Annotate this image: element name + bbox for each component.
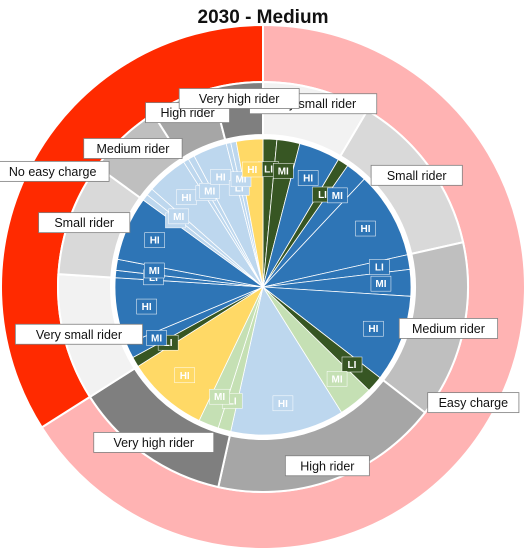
middle-ring-labels: Very small rider Small rider Medium rider H… [14, 88, 499, 477]
middle-slice-label-4-box [93, 432, 215, 453]
outer-slice-label-0-box [427, 392, 520, 414]
inner-slice-label-20: HI [150, 236, 160, 247]
inner-slice-label-16: MI [151, 333, 162, 344]
inner-slice-label-box-2 [297, 170, 319, 186]
inner-slice-label-27: LI [235, 183, 244, 194]
inner-slice-label-box-25 [199, 183, 220, 199]
inner-slice-label-11: HI [278, 399, 288, 410]
inner-slice-label-23: HI [181, 193, 191, 204]
middle-slice-label-9-box [178, 88, 300, 109]
inner-slice-label-6: LI [375, 263, 384, 274]
inner-slice-label-28: MI [235, 175, 246, 186]
inner-ring [114, 138, 412, 436]
inner-slice-label-4: MI [332, 191, 343, 202]
inner-slice-label-box-16 [146, 330, 167, 346]
inner-slice-label-box-19 [143, 262, 165, 279]
inner-slice-label-19: MI [149, 266, 160, 277]
inner-slice-label-1: MI [278, 166, 289, 177]
middle-slice-label-1: Small rider [387, 169, 447, 183]
inner-slice-label-3: LI [318, 190, 327, 201]
inner-slice-label-8: HI [368, 324, 378, 335]
inner-slice-label-0: LI [264, 165, 273, 176]
inner-slice-label-12: LI [228, 396, 237, 407]
inner-slice-label-box-22 [168, 208, 189, 225]
inner-slice-label-22: MI [173, 212, 184, 223]
middle-slice-label-6: Small rider [54, 216, 114, 230]
inner-slice-label-box-4 [327, 187, 348, 204]
chart-title: 2030 - Medium [198, 7, 329, 28]
inner-slice-label-29: HI [247, 165, 257, 176]
inner-slice-label-17: HI [142, 302, 152, 313]
middle-slice-label-9: Very high rider [199, 92, 280, 106]
inner-slice-label-box-14 [174, 367, 195, 384]
inner-slice-label-13: MI [214, 392, 225, 403]
outer-ring-labels: Easy charge No easy charge [0, 160, 520, 414]
outer-slice-label-1-box [0, 160, 110, 182]
inner-slice-label-box-9 [341, 356, 363, 373]
inner-slice-11 [230, 285, 343, 436]
inner-slice-label-7: MI [375, 279, 386, 290]
middle-slice-label-2: Medium rider [412, 322, 485, 336]
middle-slice-label-3-box [284, 455, 370, 477]
middle-slice-label-1-box [370, 164, 463, 186]
inner-slice-label-box-6 [369, 259, 390, 275]
middle-slice-label-4: Very high rider [113, 436, 194, 450]
inner-slice-label-10: MI [332, 374, 343, 385]
inner-slice-label-18: LI [149, 273, 158, 284]
inner-slice-label-box-26 [210, 169, 231, 185]
outer-slice-label-0: Easy charge [439, 396, 509, 410]
inner-slice-label-box-11 [272, 395, 294, 412]
inner-slice-label-25: MI [204, 186, 215, 197]
inner-slice-label-box-13 [209, 388, 230, 405]
inner-slice-label-14: HI [180, 371, 190, 382]
inner-slice-label-9: LI [348, 360, 357, 371]
middle-slice-label-7: Medium rider [96, 142, 169, 156]
middle-slice-label-6-box [38, 212, 131, 234]
inner-slice-14 [137, 285, 264, 422]
outer-slice-label-1: No easy charge [9, 165, 97, 179]
inner-slice-8 [261, 286, 412, 379]
inner-slice-label-box-17 [136, 298, 157, 315]
inner-slice-label-box-29 [242, 161, 263, 178]
middle-slice-label-5-box [14, 323, 143, 345]
middle-slice-label-7-box [83, 138, 183, 159]
inner-slice-label-box-10 [326, 371, 348, 387]
middle-slice-label-5: Very small rider [36, 328, 122, 342]
inner-slice-label-box-5 [355, 220, 376, 237]
inner-slice-label-box-7 [370, 275, 392, 292]
inner-slice-label-box-8 [363, 320, 384, 337]
inner-slice-label-box-1 [273, 163, 294, 179]
inner-slice-label-2: HI [303, 173, 313, 184]
middle-slice-label-3: High rider [300, 459, 354, 473]
inner-slice-label-15: LI [164, 338, 173, 349]
middle-slice-label-8: High rider [160, 106, 214, 120]
inner-slice-label-5: HI [360, 224, 370, 235]
middle-slice-label-2-box [398, 318, 499, 339]
inner-slice-label-box-20 [144, 232, 165, 248]
inner-slice-label-26: HI [216, 172, 226, 183]
